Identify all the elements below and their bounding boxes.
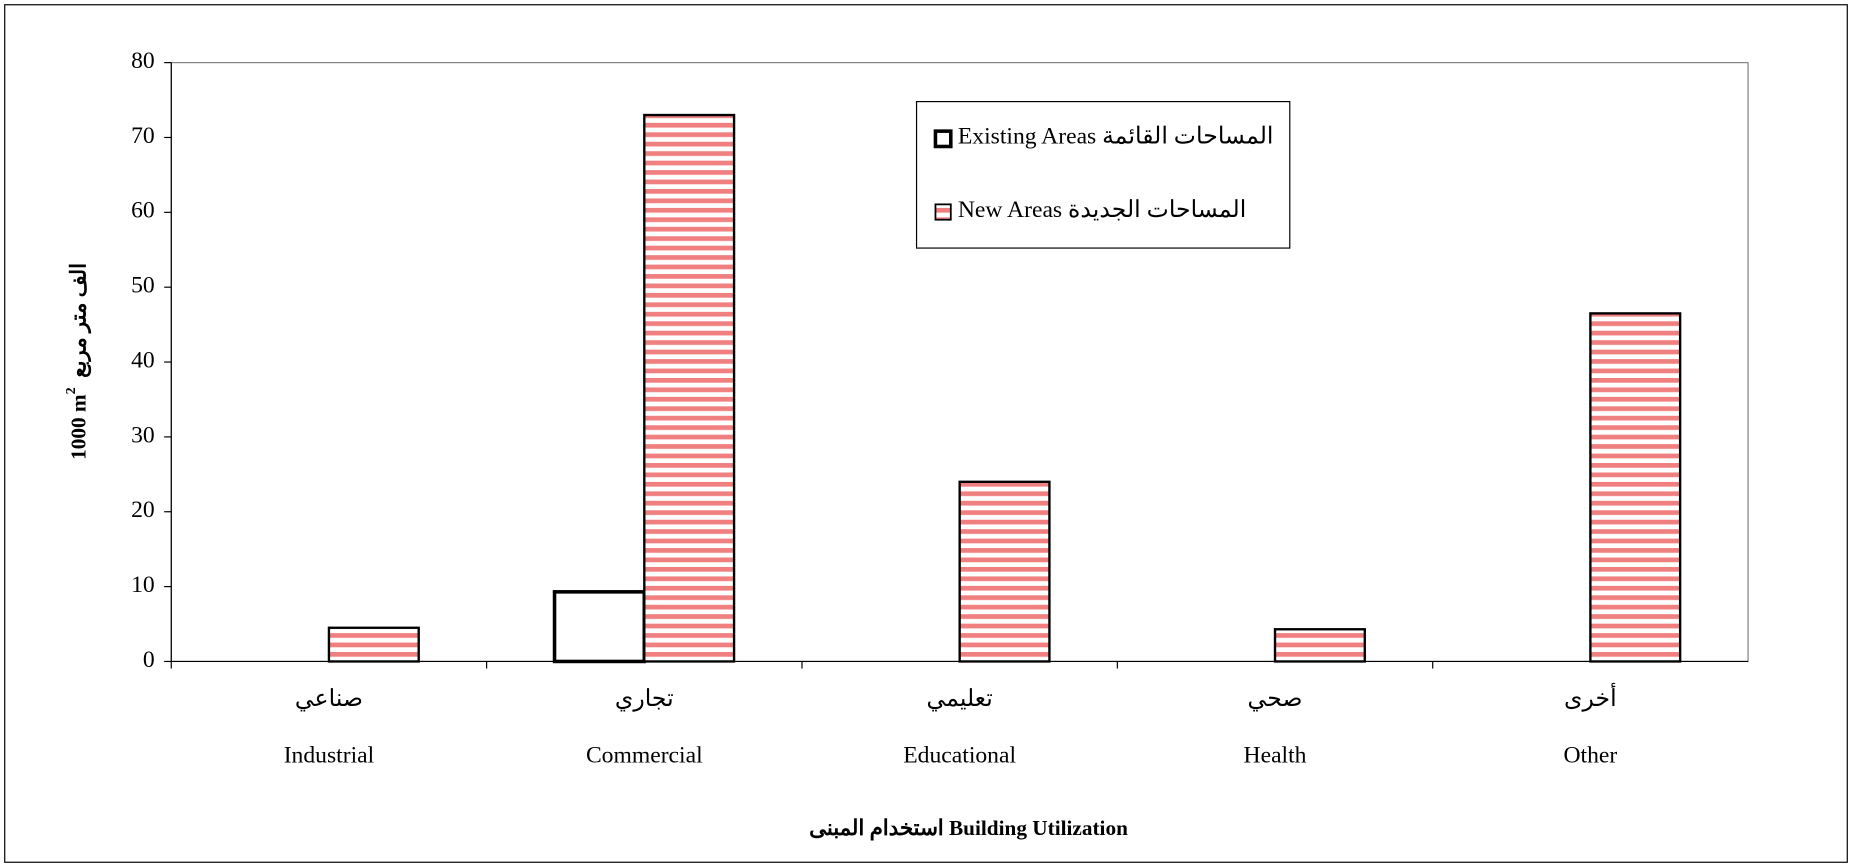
x-axis-title: استخدام المبنى Building Utilization (809, 816, 1128, 841)
legend-swatch (934, 203, 952, 221)
y-tick-label: 70 (131, 123, 155, 149)
bar (1589, 312, 1682, 663)
bar (327, 626, 420, 663)
y-title-ar: الف متر مربع (66, 263, 91, 378)
x-tick-label-ar: صحي (1248, 686, 1303, 712)
y-tick-label: 50 (131, 273, 155, 299)
y-tick-label: 20 (131, 497, 155, 523)
legend (915, 101, 1291, 249)
y-tick-label: 10 (131, 572, 155, 598)
x-tick-label: Other (1563, 743, 1617, 769)
legend-label: New Areas المساحات الجديدة (958, 197, 1246, 223)
y-title-sup: 2 (63, 387, 79, 394)
frame (4, 4, 1848, 863)
bar (1273, 628, 1366, 663)
x-tick-label: Commercial (586, 743, 703, 769)
y-tick-label: 80 (131, 48, 155, 74)
x-tick-label-ar: أخرى (1564, 681, 1617, 712)
x-tick-label-ar: تعليمي (927, 686, 993, 712)
x-tick-label: Industrial (284, 743, 375, 769)
legend-swatch (933, 129, 953, 149)
y-title-en: 1000 m (66, 394, 90, 460)
y-tick-label: 0 (143, 647, 155, 673)
x-tick-label-ar: تجاري (615, 686, 674, 712)
y-tick-label: 60 (131, 198, 155, 224)
y-tick-label: 40 (131, 347, 155, 373)
bar (643, 113, 736, 663)
bar (552, 590, 647, 664)
x-tick-label-ar: صناعي (295, 686, 363, 712)
y-tick-label: 30 (131, 422, 155, 448)
legend-label: Existing Areas المساحات القائمة (958, 124, 1274, 150)
y-axis-title: 1000 m2 الف متر مربع (63, 263, 91, 460)
x-tick-label: Educational (903, 743, 1016, 769)
bar (958, 480, 1051, 663)
x-tick-label: Health (1244, 743, 1307, 769)
